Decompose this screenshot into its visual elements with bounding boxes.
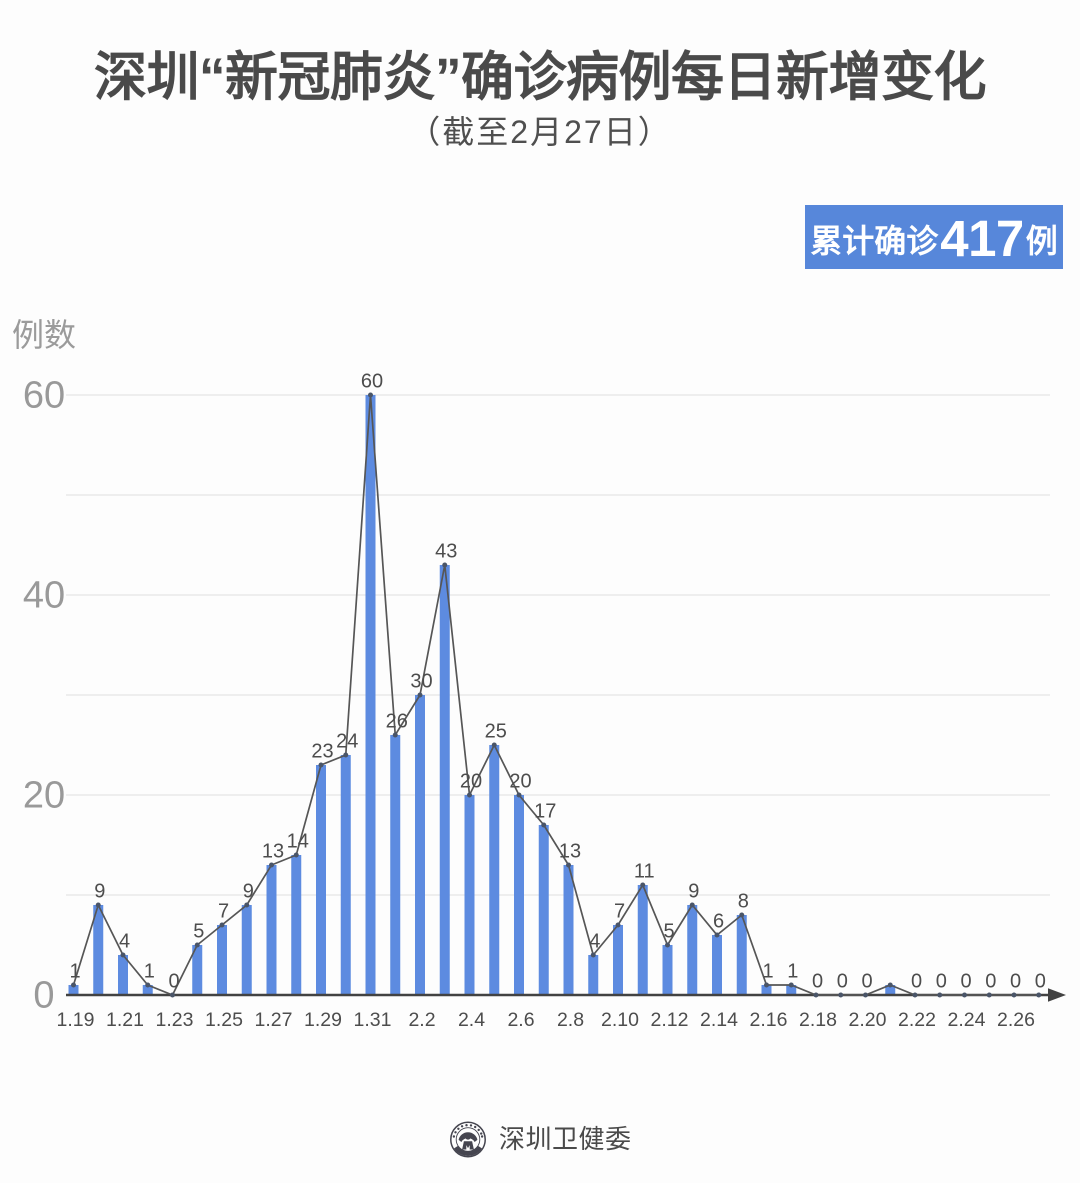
- svg-text:5: 5: [663, 921, 674, 943]
- svg-text:26: 26: [386, 711, 408, 733]
- svg-text:0: 0: [911, 971, 922, 993]
- svg-text:2.10: 2.10: [601, 1009, 639, 1031]
- svg-text:2.6: 2.6: [507, 1009, 534, 1031]
- svg-text:2.26: 2.26: [997, 1009, 1035, 1031]
- svg-text:1.19: 1.19: [57, 1009, 95, 1031]
- svg-text:2.22: 2.22: [898, 1009, 936, 1031]
- svg-text:60: 60: [23, 375, 65, 417]
- svg-text:60: 60: [361, 371, 383, 393]
- svg-text:24: 24: [336, 731, 358, 753]
- svg-text:2.18: 2.18: [799, 1009, 837, 1031]
- svg-text:0: 0: [936, 971, 947, 993]
- svg-text:2.4: 2.4: [458, 1009, 485, 1031]
- svg-text:0: 0: [1010, 971, 1021, 993]
- svg-text:0: 0: [1035, 971, 1046, 993]
- svg-text:2.2: 2.2: [408, 1009, 435, 1031]
- svg-text:4: 4: [589, 931, 600, 953]
- svg-text:14: 14: [287, 831, 309, 853]
- svg-text:1: 1: [762, 961, 773, 983]
- svg-text:20: 20: [460, 771, 482, 793]
- svg-text:0: 0: [168, 971, 179, 993]
- svg-text:1: 1: [144, 961, 155, 983]
- svg-text:例数: 例数: [12, 317, 76, 353]
- svg-text:1.25: 1.25: [205, 1009, 243, 1031]
- svg-text:1: 1: [69, 961, 80, 983]
- svg-text:1.23: 1.23: [156, 1009, 194, 1031]
- svg-text:11: 11: [634, 861, 655, 883]
- svg-text:9: 9: [688, 881, 699, 903]
- svg-text:2.20: 2.20: [849, 1009, 887, 1031]
- svg-text:25: 25: [485, 721, 507, 743]
- svg-text:30: 30: [410, 671, 432, 693]
- svg-text:0: 0: [861, 971, 872, 993]
- svg-text:23: 23: [311, 741, 333, 763]
- svg-text:8: 8: [738, 891, 749, 913]
- svg-text:0: 0: [985, 971, 996, 993]
- svg-text:40: 40: [23, 575, 65, 617]
- svg-text:2.14: 2.14: [700, 1009, 738, 1031]
- svg-text:13: 13: [559, 841, 581, 863]
- svg-text:2.8: 2.8: [557, 1009, 584, 1031]
- svg-text:4: 4: [119, 931, 130, 953]
- svg-text:2.24: 2.24: [948, 1009, 986, 1031]
- svg-text:9: 9: [243, 881, 254, 903]
- svg-text:深圳卫健委: 深圳卫健委: [499, 1124, 630, 1154]
- svg-text:20: 20: [23, 775, 65, 817]
- svg-text:2.16: 2.16: [750, 1009, 788, 1031]
- svg-text:43: 43: [435, 541, 457, 563]
- svg-text:1.29: 1.29: [304, 1009, 342, 1031]
- svg-text:2.12: 2.12: [651, 1009, 689, 1031]
- svg-text:0: 0: [837, 971, 848, 993]
- svg-text:1.31: 1.31: [354, 1009, 392, 1031]
- svg-text:0: 0: [812, 971, 823, 993]
- svg-text:17: 17: [534, 801, 556, 823]
- svg-text:20: 20: [509, 771, 531, 793]
- svg-text:7: 7: [614, 901, 625, 923]
- svg-text:9: 9: [94, 881, 105, 903]
- svg-text:5: 5: [193, 921, 204, 943]
- svg-text:6: 6: [713, 911, 724, 933]
- svg-text:0: 0: [33, 975, 54, 1017]
- svg-text:13: 13: [262, 841, 284, 863]
- svg-text:7: 7: [218, 901, 229, 923]
- svg-text:1: 1: [787, 961, 798, 983]
- svg-text:1.27: 1.27: [255, 1009, 293, 1031]
- svg-text:0: 0: [960, 971, 971, 993]
- svg-text:1.21: 1.21: [106, 1009, 144, 1031]
